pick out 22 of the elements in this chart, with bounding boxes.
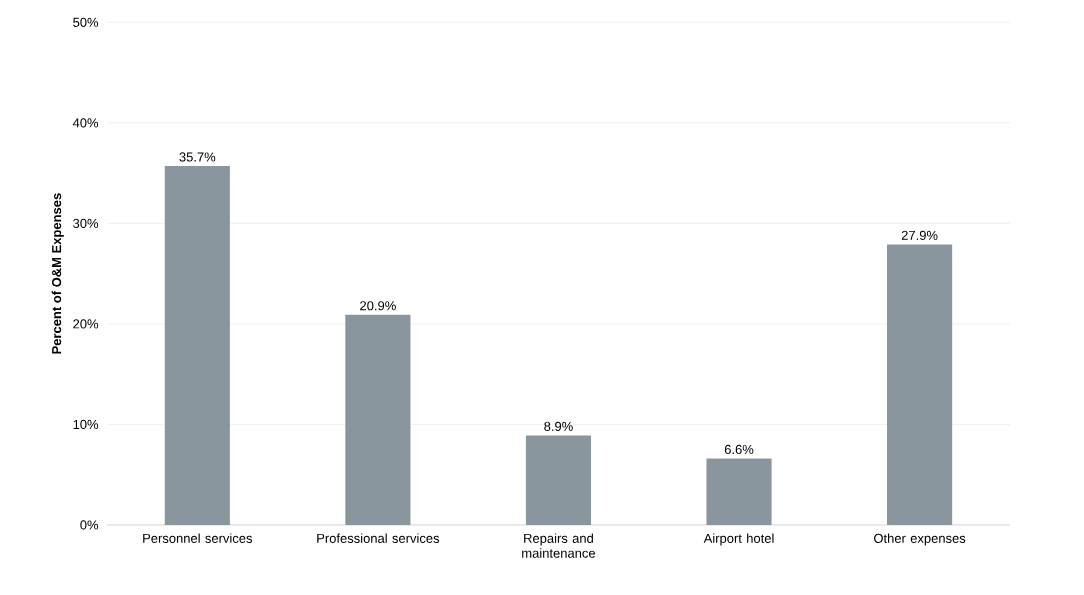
y-axis-title: Percent of O&M Expenses: [51, 193, 64, 354]
x-tick-label: Personnel services: [143, 533, 253, 544]
bar: [525, 435, 592, 526]
x-tick-label: Airport hotel: [703, 533, 774, 546]
y-tick-label: 50%: [73, 17, 99, 28]
bar: [164, 166, 230, 526]
bar: [887, 244, 953, 526]
x-tick-label: Other expenses: [874, 533, 966, 546]
data-label: 27.9%: [901, 230, 938, 241]
bar: [706, 458, 772, 526]
data-label: 6.6%: [724, 445, 754, 455]
x-tick-label: Repairs and maintenance: [522, 533, 596, 558]
y-tick-label: 40%: [72, 118, 99, 128]
bar: [345, 314, 411, 526]
x-tick-label: Professional services: [317, 533, 440, 544]
y-tick-label: 10%: [73, 419, 99, 430]
data-label: 8.9%: [544, 421, 573, 432]
data-label: 20.9%: [360, 301, 396, 311]
y-tick-label: 30%: [73, 218, 99, 229]
y-tick-label: 20%: [73, 319, 99, 329]
y-tick-label: 0%: [80, 520, 99, 530]
data-label: 35.7%: [179, 152, 216, 162]
